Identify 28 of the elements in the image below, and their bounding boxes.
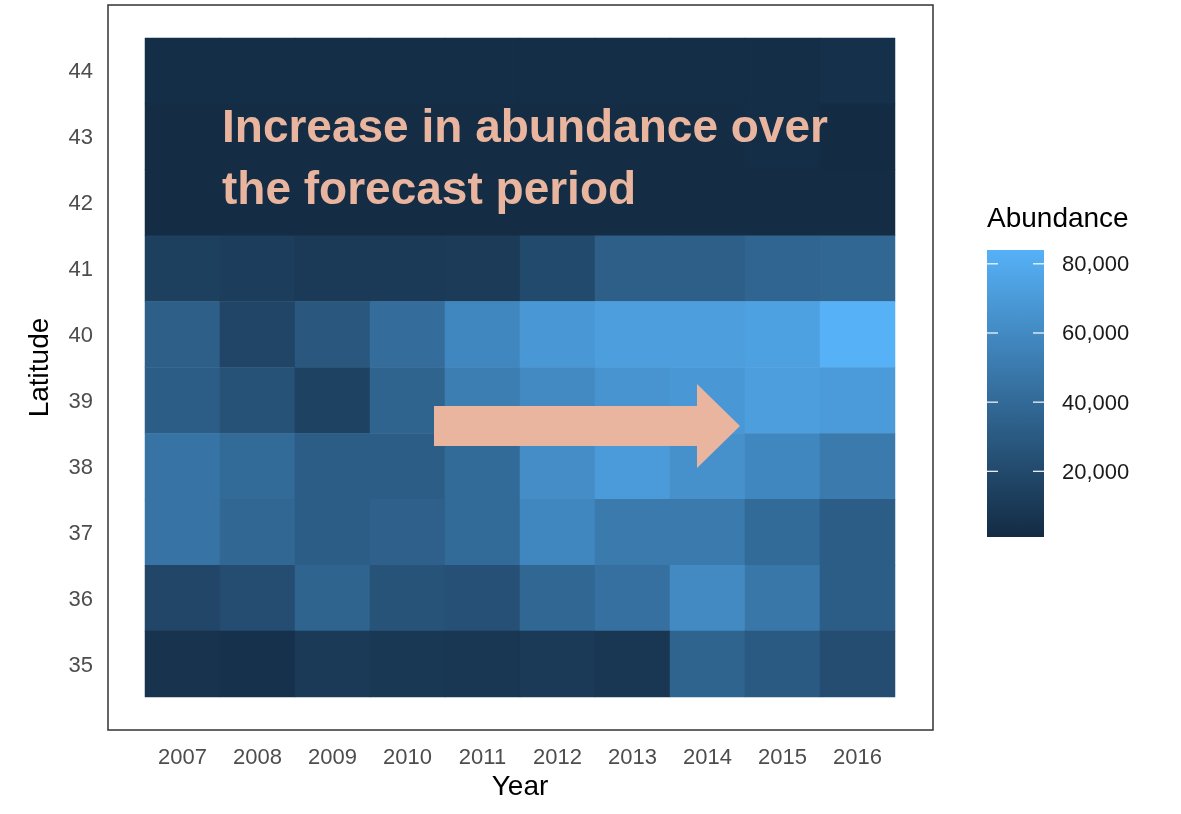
annotation: Increase in abundance over the forecast period xyxy=(222,100,841,214)
x-tick-label: 2008 xyxy=(233,743,282,769)
y-tick-label: 36 xyxy=(68,585,93,611)
x-tick-label: 2015 xyxy=(758,743,807,769)
y-tick-label: 38 xyxy=(68,453,93,479)
x-tick-label: 2014 xyxy=(683,743,732,769)
x-tick-label: 2007 xyxy=(158,743,207,769)
y-tick-label: 44 xyxy=(68,58,93,84)
color-bar-label: 60,000 xyxy=(1062,320,1130,346)
x-tick-label: 2013 xyxy=(608,743,657,769)
y-tick-label: 39 xyxy=(68,387,93,413)
y-tick-label: 42 xyxy=(68,190,93,216)
color-bar-title: Abundance xyxy=(987,201,1129,233)
x-tick-label: 2016 xyxy=(833,743,882,769)
y-tick-label: 35 xyxy=(68,651,93,677)
y-axis-title: Latitude xyxy=(22,317,54,418)
y-tick-label: 41 xyxy=(68,256,93,282)
x-tick-label: 2009 xyxy=(308,743,357,769)
x-tick-label: 2010 xyxy=(383,743,432,769)
color-bar-label: 20,000 xyxy=(1062,458,1130,484)
color-bar-label: 80,000 xyxy=(1062,251,1130,277)
x-tick-label: 2011 xyxy=(458,743,507,769)
y-tick-label: 40 xyxy=(68,322,93,348)
x-axis-title: Year xyxy=(491,770,549,802)
x-tick-label: 2012 xyxy=(533,743,582,769)
y-tick-label: 43 xyxy=(68,124,93,150)
y-tick-label: 37 xyxy=(68,519,93,545)
color-bar-label: 40,000 xyxy=(1062,389,1130,415)
